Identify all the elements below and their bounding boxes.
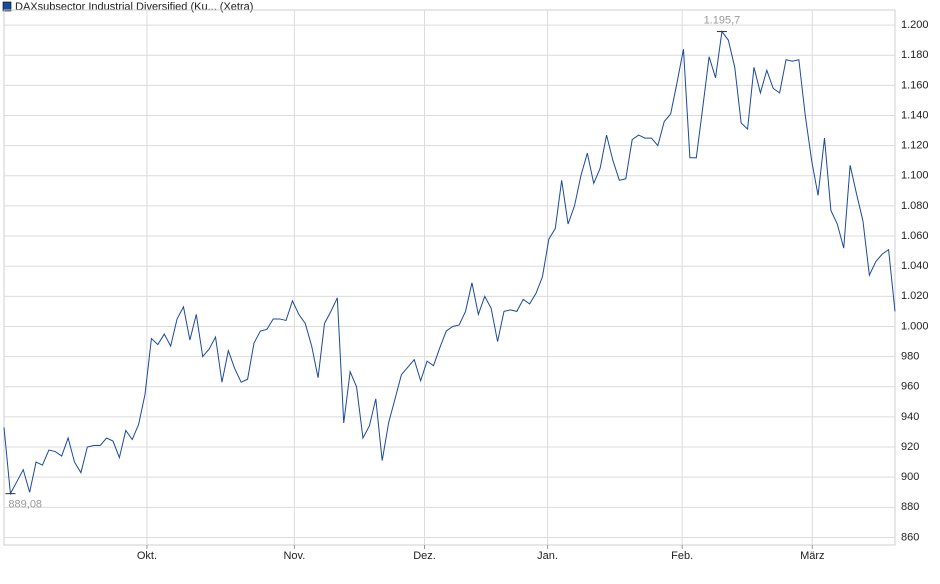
plot-area xyxy=(3,9,896,546)
y-tick-label: 1.200 xyxy=(901,19,929,31)
value-label: 1.195,7 xyxy=(704,14,741,26)
y-tick-label: 1.100 xyxy=(901,170,929,182)
legend-swatch xyxy=(2,1,12,12)
y-tick-label: 1.020 xyxy=(901,290,929,302)
y-tick-label: 960 xyxy=(901,381,919,393)
y-tick-label: 1.120 xyxy=(901,140,929,152)
y-tick-label: 900 xyxy=(901,471,919,483)
x-tick-label: Jan. xyxy=(537,550,558,562)
y-tick-label: 1.080 xyxy=(901,200,929,212)
x-tick-label: März xyxy=(800,550,824,562)
value-label: 889,08 xyxy=(8,499,42,511)
legend-label: DAXsubsector Industrial Diversified (Ku.… xyxy=(15,1,253,13)
y-tick-label: 1.040 xyxy=(901,260,929,272)
y-tick-label: 1.000 xyxy=(901,320,929,332)
y-tick-label: 860 xyxy=(901,531,919,543)
y-tick-label: 980 xyxy=(901,351,919,363)
y-tick-label: 920 xyxy=(901,441,919,453)
y-tick-label: 940 xyxy=(901,411,919,423)
x-tick-label: Okt. xyxy=(137,550,157,562)
y-tick-label: 880 xyxy=(901,501,919,513)
y-tick-label: 1.140 xyxy=(901,109,929,121)
x-tick-label: Feb. xyxy=(671,550,693,562)
legend: DAXsubsector Industrial Diversified (Ku.… xyxy=(2,1,253,13)
x-tick-label: Dez. xyxy=(413,550,436,562)
y-tick-label: 1.180 xyxy=(901,49,929,61)
y-tick-label: 1.060 xyxy=(901,230,929,242)
y-tick-label: 1.160 xyxy=(901,79,929,91)
x-tick-label: Nov. xyxy=(283,550,305,562)
line-series xyxy=(3,30,896,496)
